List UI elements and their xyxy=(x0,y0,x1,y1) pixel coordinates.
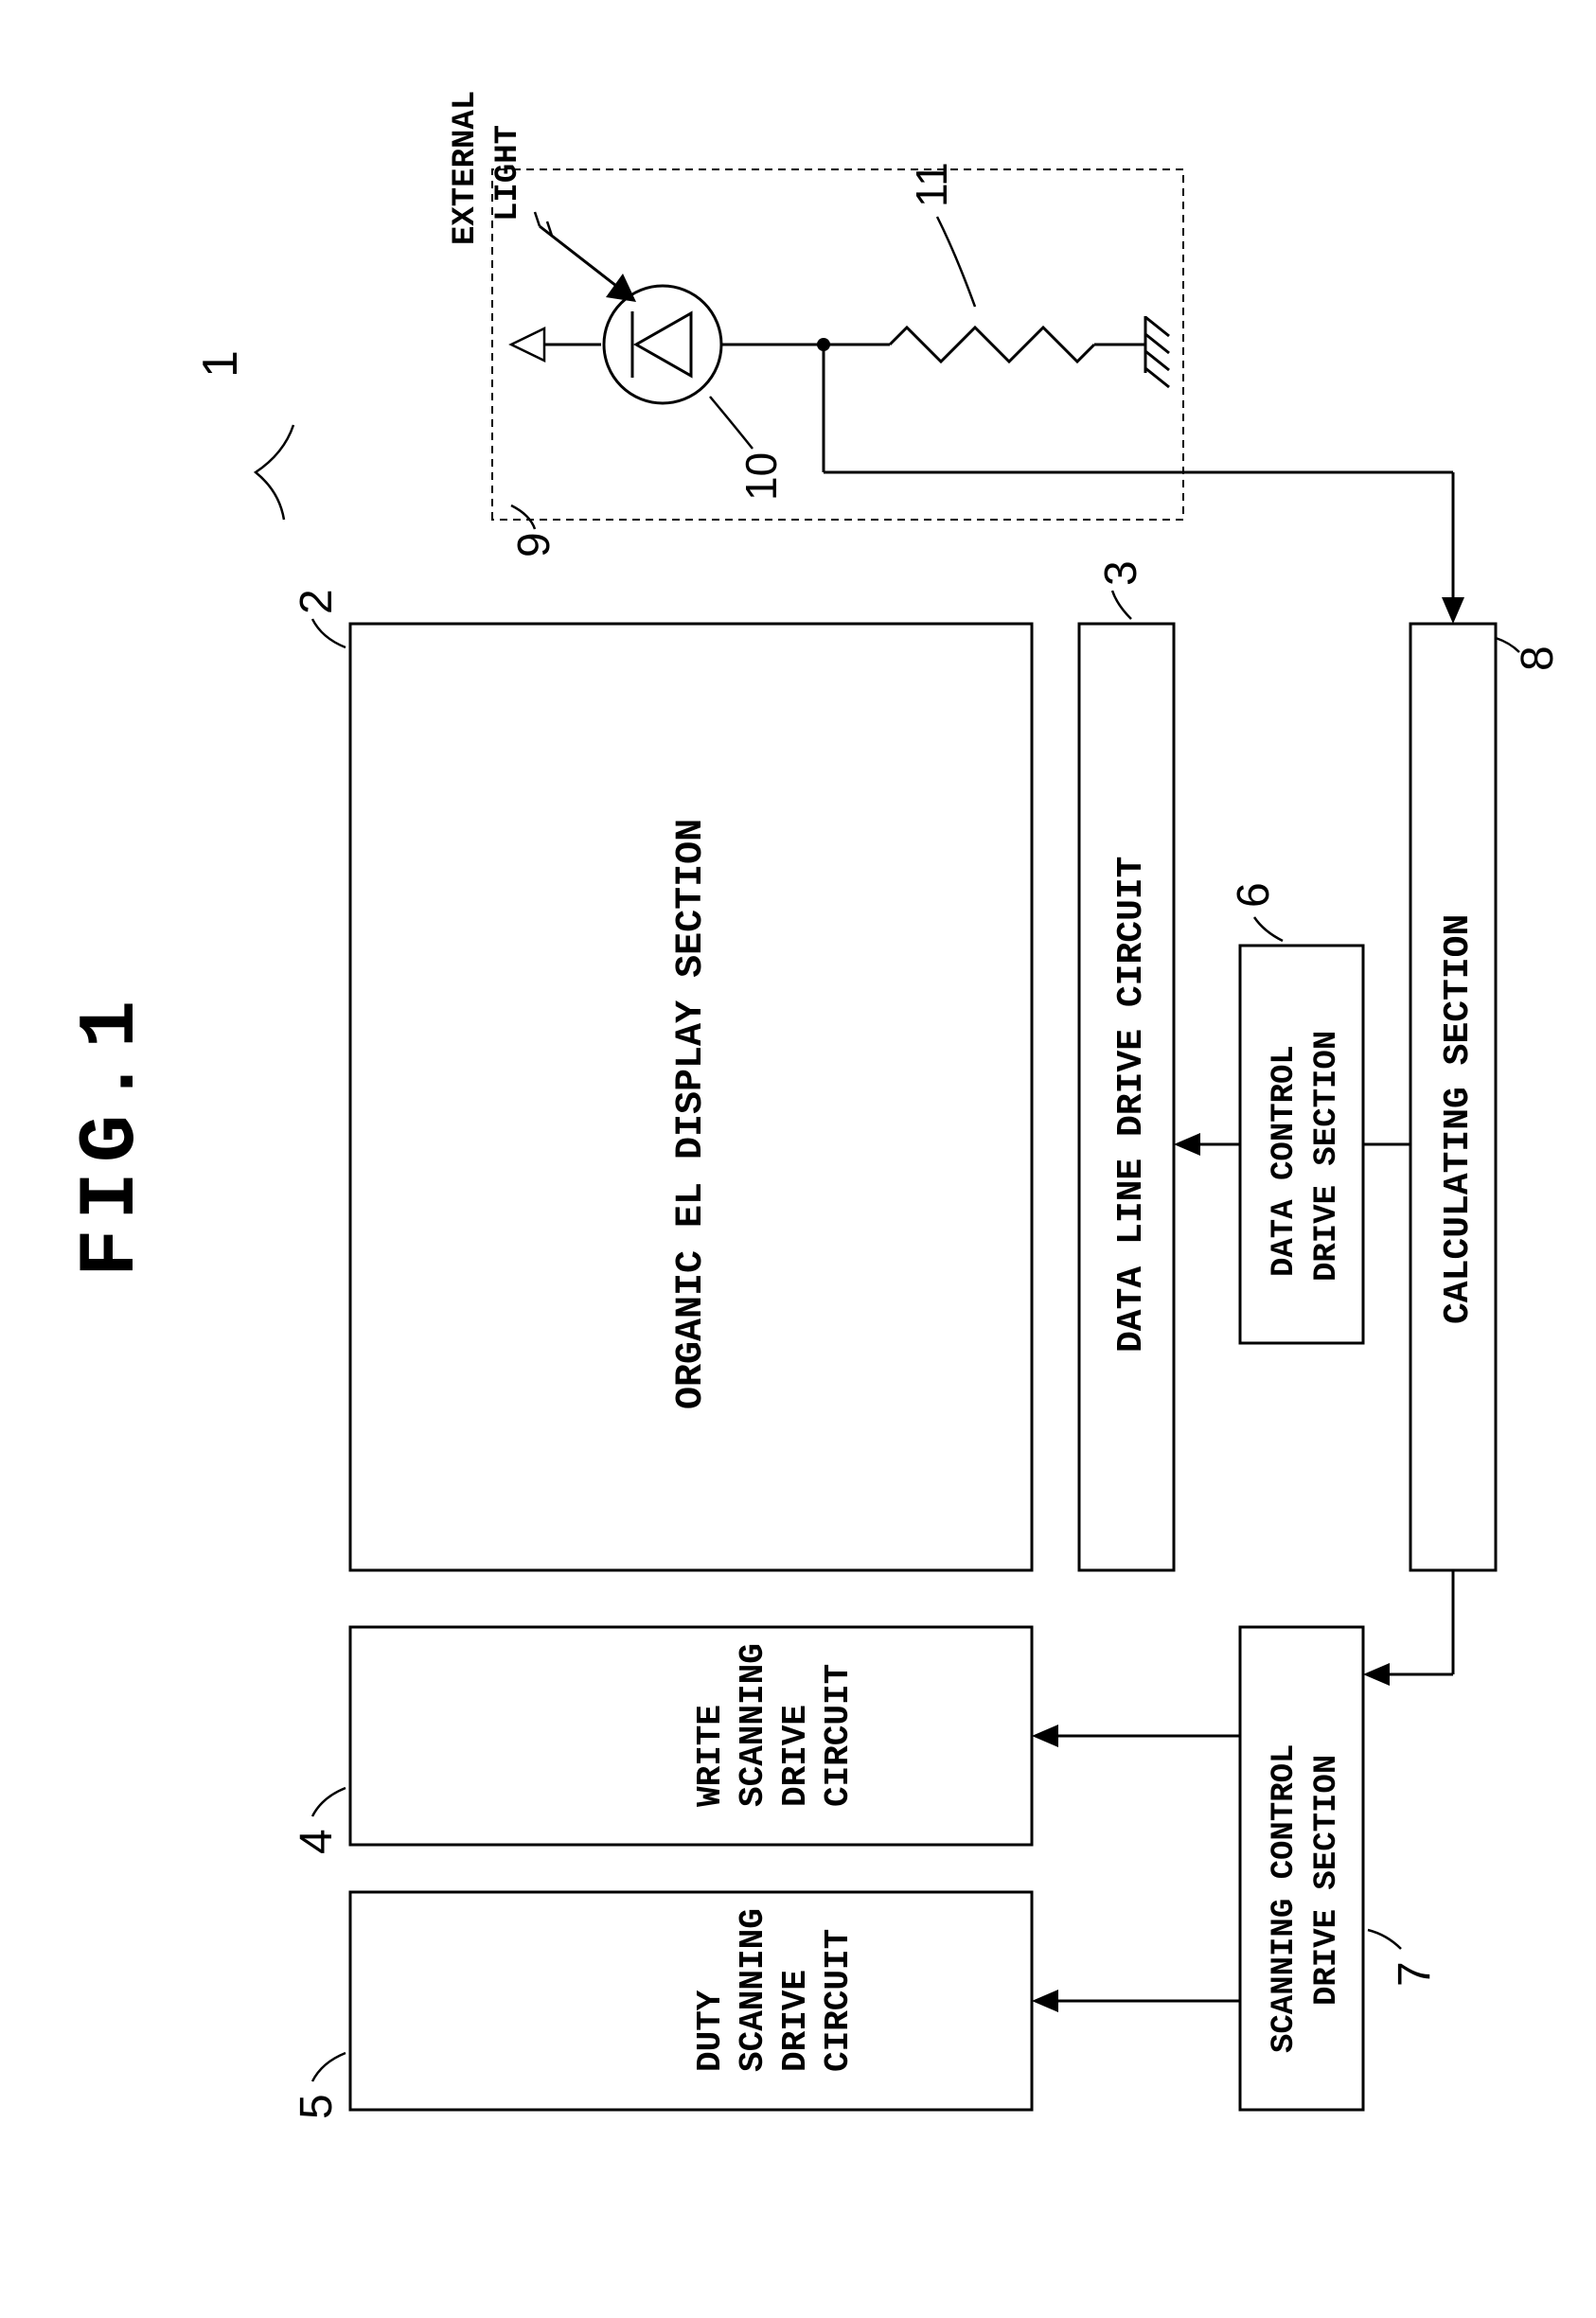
scan-ctrl-l1: SCANNING CONTROL xyxy=(1267,1744,1303,2053)
ref-leader-6 xyxy=(1254,917,1283,941)
resistor-zigzag xyxy=(890,327,1094,362)
ext-light-arrowhead xyxy=(606,274,636,302)
ref-leader-7 xyxy=(1368,1930,1401,1949)
display-label: ORGANIC EL DISPLAY SECTION xyxy=(670,819,713,1409)
ref-sensor: 9 xyxy=(509,532,559,557)
ref-leader-10 xyxy=(710,397,753,449)
arrowhead-scan-duty xyxy=(1032,1990,1058,2012)
ref-leader-5 xyxy=(312,2053,346,2081)
ref-datactrl: 6 xyxy=(1229,882,1279,908)
ref-write: 4 xyxy=(292,1829,342,1854)
ref-system: 1 xyxy=(193,350,248,378)
ref-leader-9 xyxy=(511,505,535,529)
ref-duty: 5 xyxy=(292,2094,342,2119)
calc-label: CALCULATING SECTION xyxy=(1438,914,1479,1324)
ref-calc: 8 xyxy=(1513,646,1563,671)
ref-leader-3 xyxy=(1112,591,1131,619)
duty-scan-l1: DUTY xyxy=(691,1990,730,2072)
diode-anode xyxy=(636,313,691,376)
arrowhead-sensor-calc xyxy=(1442,597,1464,624)
diagram-root: FIG.1 1 DUTY SCANNING DRIVE CIRCUIT 5 WR… xyxy=(0,0,1596,2318)
ref-display: 2 xyxy=(292,589,342,614)
arrowhead-datactrl-dataline xyxy=(1174,1133,1200,1156)
ref-leader-2 xyxy=(312,619,346,647)
arrowhead-calc-scan xyxy=(1363,1663,1390,1686)
ref-photodiode: 10 xyxy=(736,452,786,501)
write-scan-l3: DRIVE xyxy=(776,1705,815,1807)
scan-ctrl-l2: DRIVE SECTION xyxy=(1309,1755,1345,2006)
ref-dataline: 3 xyxy=(1096,560,1146,586)
figure-title: FIG.1 xyxy=(67,991,157,1277)
vdd-triangle xyxy=(511,328,544,361)
ext-light-arrow-line xyxy=(540,226,625,292)
ref-leader-4 xyxy=(312,1788,346,1816)
ground-symbol xyxy=(1145,316,1169,387)
ref-leader-8 xyxy=(1496,638,1519,652)
duty-scan-l4: CIRCUIT xyxy=(819,1929,858,2072)
data-ctrl-l2: DRIVE SECTION xyxy=(1309,1031,1345,1282)
ref-scanctrl: 7 xyxy=(1390,1961,1440,1987)
data-ctrl-l1: DATA CONTROL xyxy=(1267,1045,1303,1277)
external-l1: EXTERNAL xyxy=(448,91,484,245)
photodiode-circle xyxy=(604,286,721,403)
external-l2: LIGHT xyxy=(490,125,526,221)
write-scan-l1: WRITE xyxy=(691,1705,730,1807)
ref-leader-1 xyxy=(256,425,293,520)
write-scan-l2: SCANNING xyxy=(734,1643,772,1807)
ref-resistor: 11 xyxy=(907,162,956,207)
data-line-label: DATA LINE DRIVE CIRCUIT xyxy=(1111,857,1152,1354)
duty-scan-l3: DRIVE xyxy=(776,1970,815,2072)
ext-tail-1 xyxy=(535,212,540,226)
write-scan-l4: CIRCUIT xyxy=(819,1664,858,1807)
arrowhead-scan-write xyxy=(1032,1725,1058,1747)
duty-scan-l2: SCANNING xyxy=(734,1908,772,2072)
ref-leader-11 xyxy=(937,217,975,307)
